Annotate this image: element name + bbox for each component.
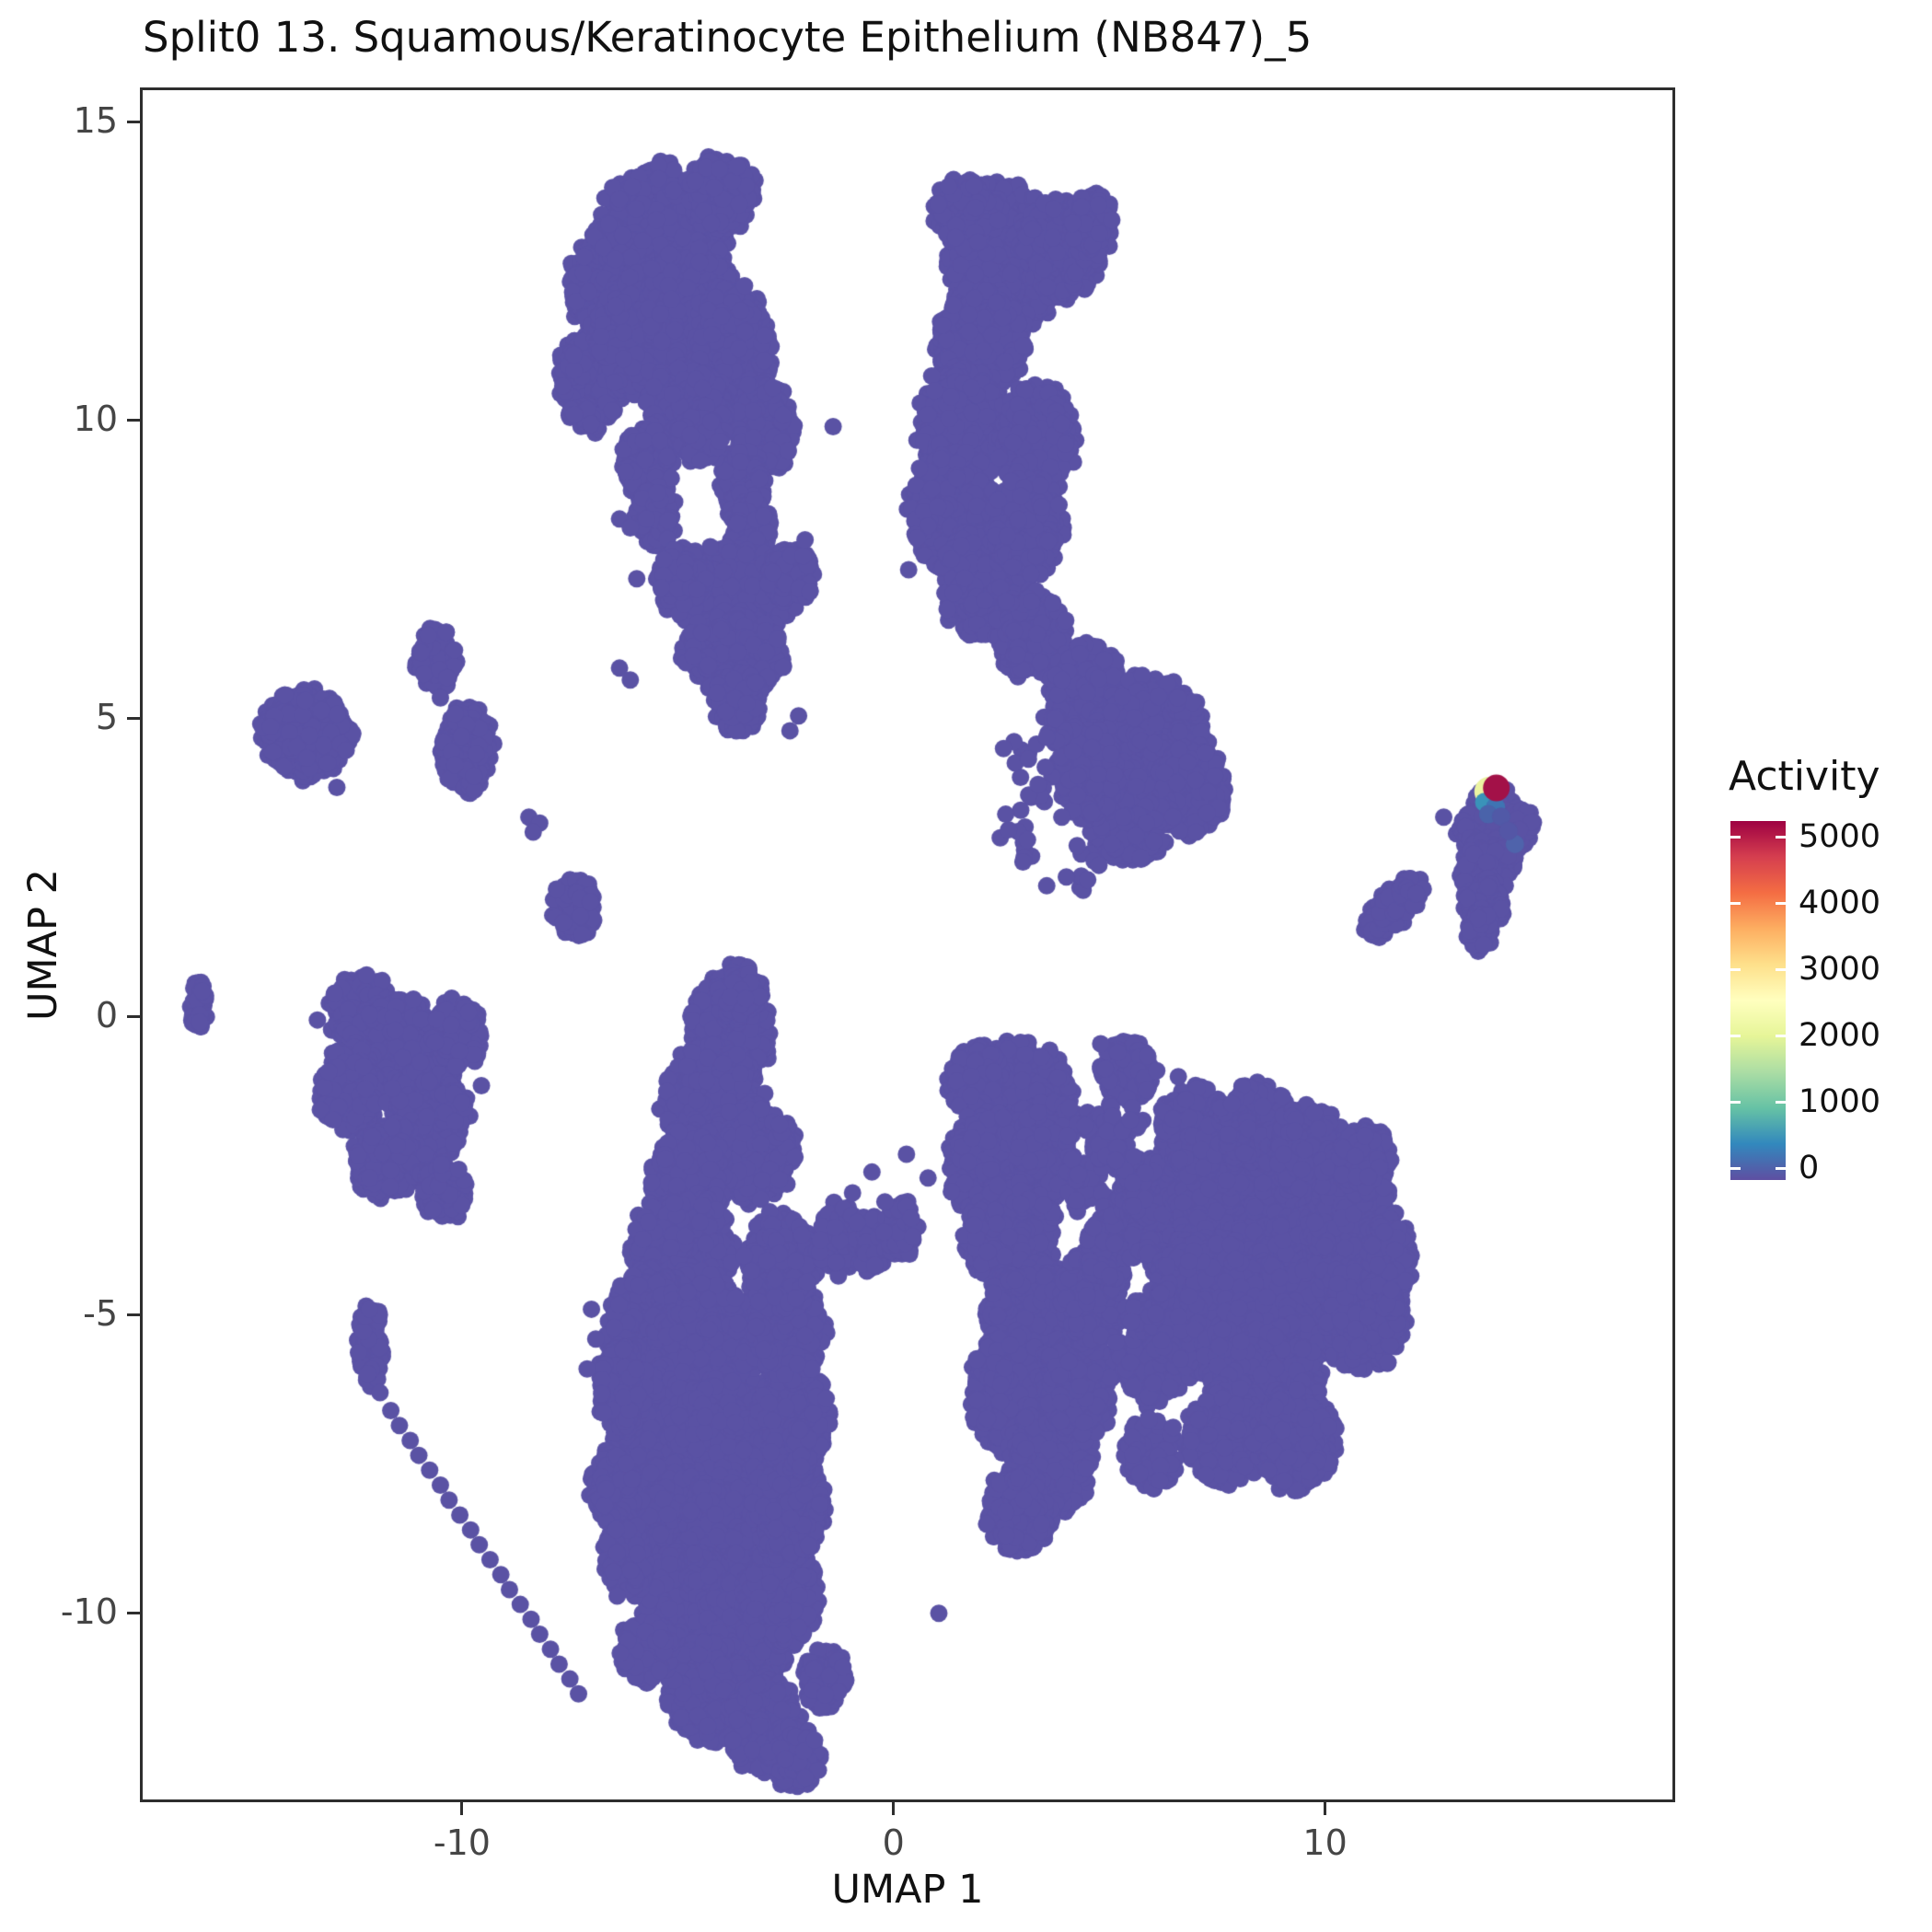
legend-title: Activity <box>1729 753 1880 800</box>
cbar-tick <box>1776 901 1786 905</box>
legend-colorbar <box>1730 821 1786 1180</box>
cbar-tick <box>1730 1166 1741 1170</box>
ytick-label: 15 <box>73 99 118 141</box>
xtick-mark <box>460 1802 464 1815</box>
ytick-mark <box>127 1015 140 1019</box>
ytick-label: -5 <box>83 1292 118 1334</box>
y-axis-title: UMAP 2 <box>20 869 66 1021</box>
ytick-label: 5 <box>95 696 118 737</box>
ytick-mark <box>127 419 140 422</box>
legend-label: 4000 <box>1799 885 1881 921</box>
legend-label: 3000 <box>1799 951 1881 988</box>
cbar-tick <box>1730 1034 1741 1037</box>
ytick-mark <box>127 1313 140 1317</box>
cbar-tick <box>1776 1034 1786 1037</box>
ytick-label: -10 <box>60 1591 118 1632</box>
legend-label: 5000 <box>1799 818 1881 855</box>
cbar-tick <box>1730 901 1741 905</box>
cbar-tick <box>1776 967 1786 971</box>
umap-canvas <box>143 90 1672 1799</box>
ytick-mark <box>127 717 140 721</box>
xtick-mark <box>892 1802 896 1815</box>
cbar-tick <box>1776 1166 1786 1170</box>
cbar-tick <box>1776 835 1786 839</box>
ytick-label: 0 <box>95 994 118 1035</box>
cbar-tick <box>1730 835 1741 839</box>
legend-label: 1000 <box>1799 1083 1881 1120</box>
ytick-mark <box>127 1612 140 1615</box>
xtick-label: -10 <box>433 1822 491 1863</box>
legend-label: 0 <box>1799 1150 1820 1186</box>
xtick-label: 10 <box>1302 1822 1348 1863</box>
ytick-mark <box>127 121 140 124</box>
cbar-tick <box>1730 967 1741 971</box>
x-axis-title: UMAP 1 <box>831 1867 984 1913</box>
legend-label: 2000 <box>1799 1017 1881 1054</box>
plot-title: Split0 13. Squamous/Keratinocyte Epithel… <box>143 13 1313 62</box>
cbar-tick <box>1730 1100 1741 1104</box>
cbar-tick <box>1776 1100 1786 1104</box>
legend: Activity 5000 4000 3000 2000 1000 0 <box>1729 753 1931 1232</box>
xtick-mark <box>1324 1802 1327 1815</box>
xtick-label: 0 <box>882 1822 905 1863</box>
ytick-label: 10 <box>73 398 118 439</box>
plot-panel <box>140 87 1675 1802</box>
